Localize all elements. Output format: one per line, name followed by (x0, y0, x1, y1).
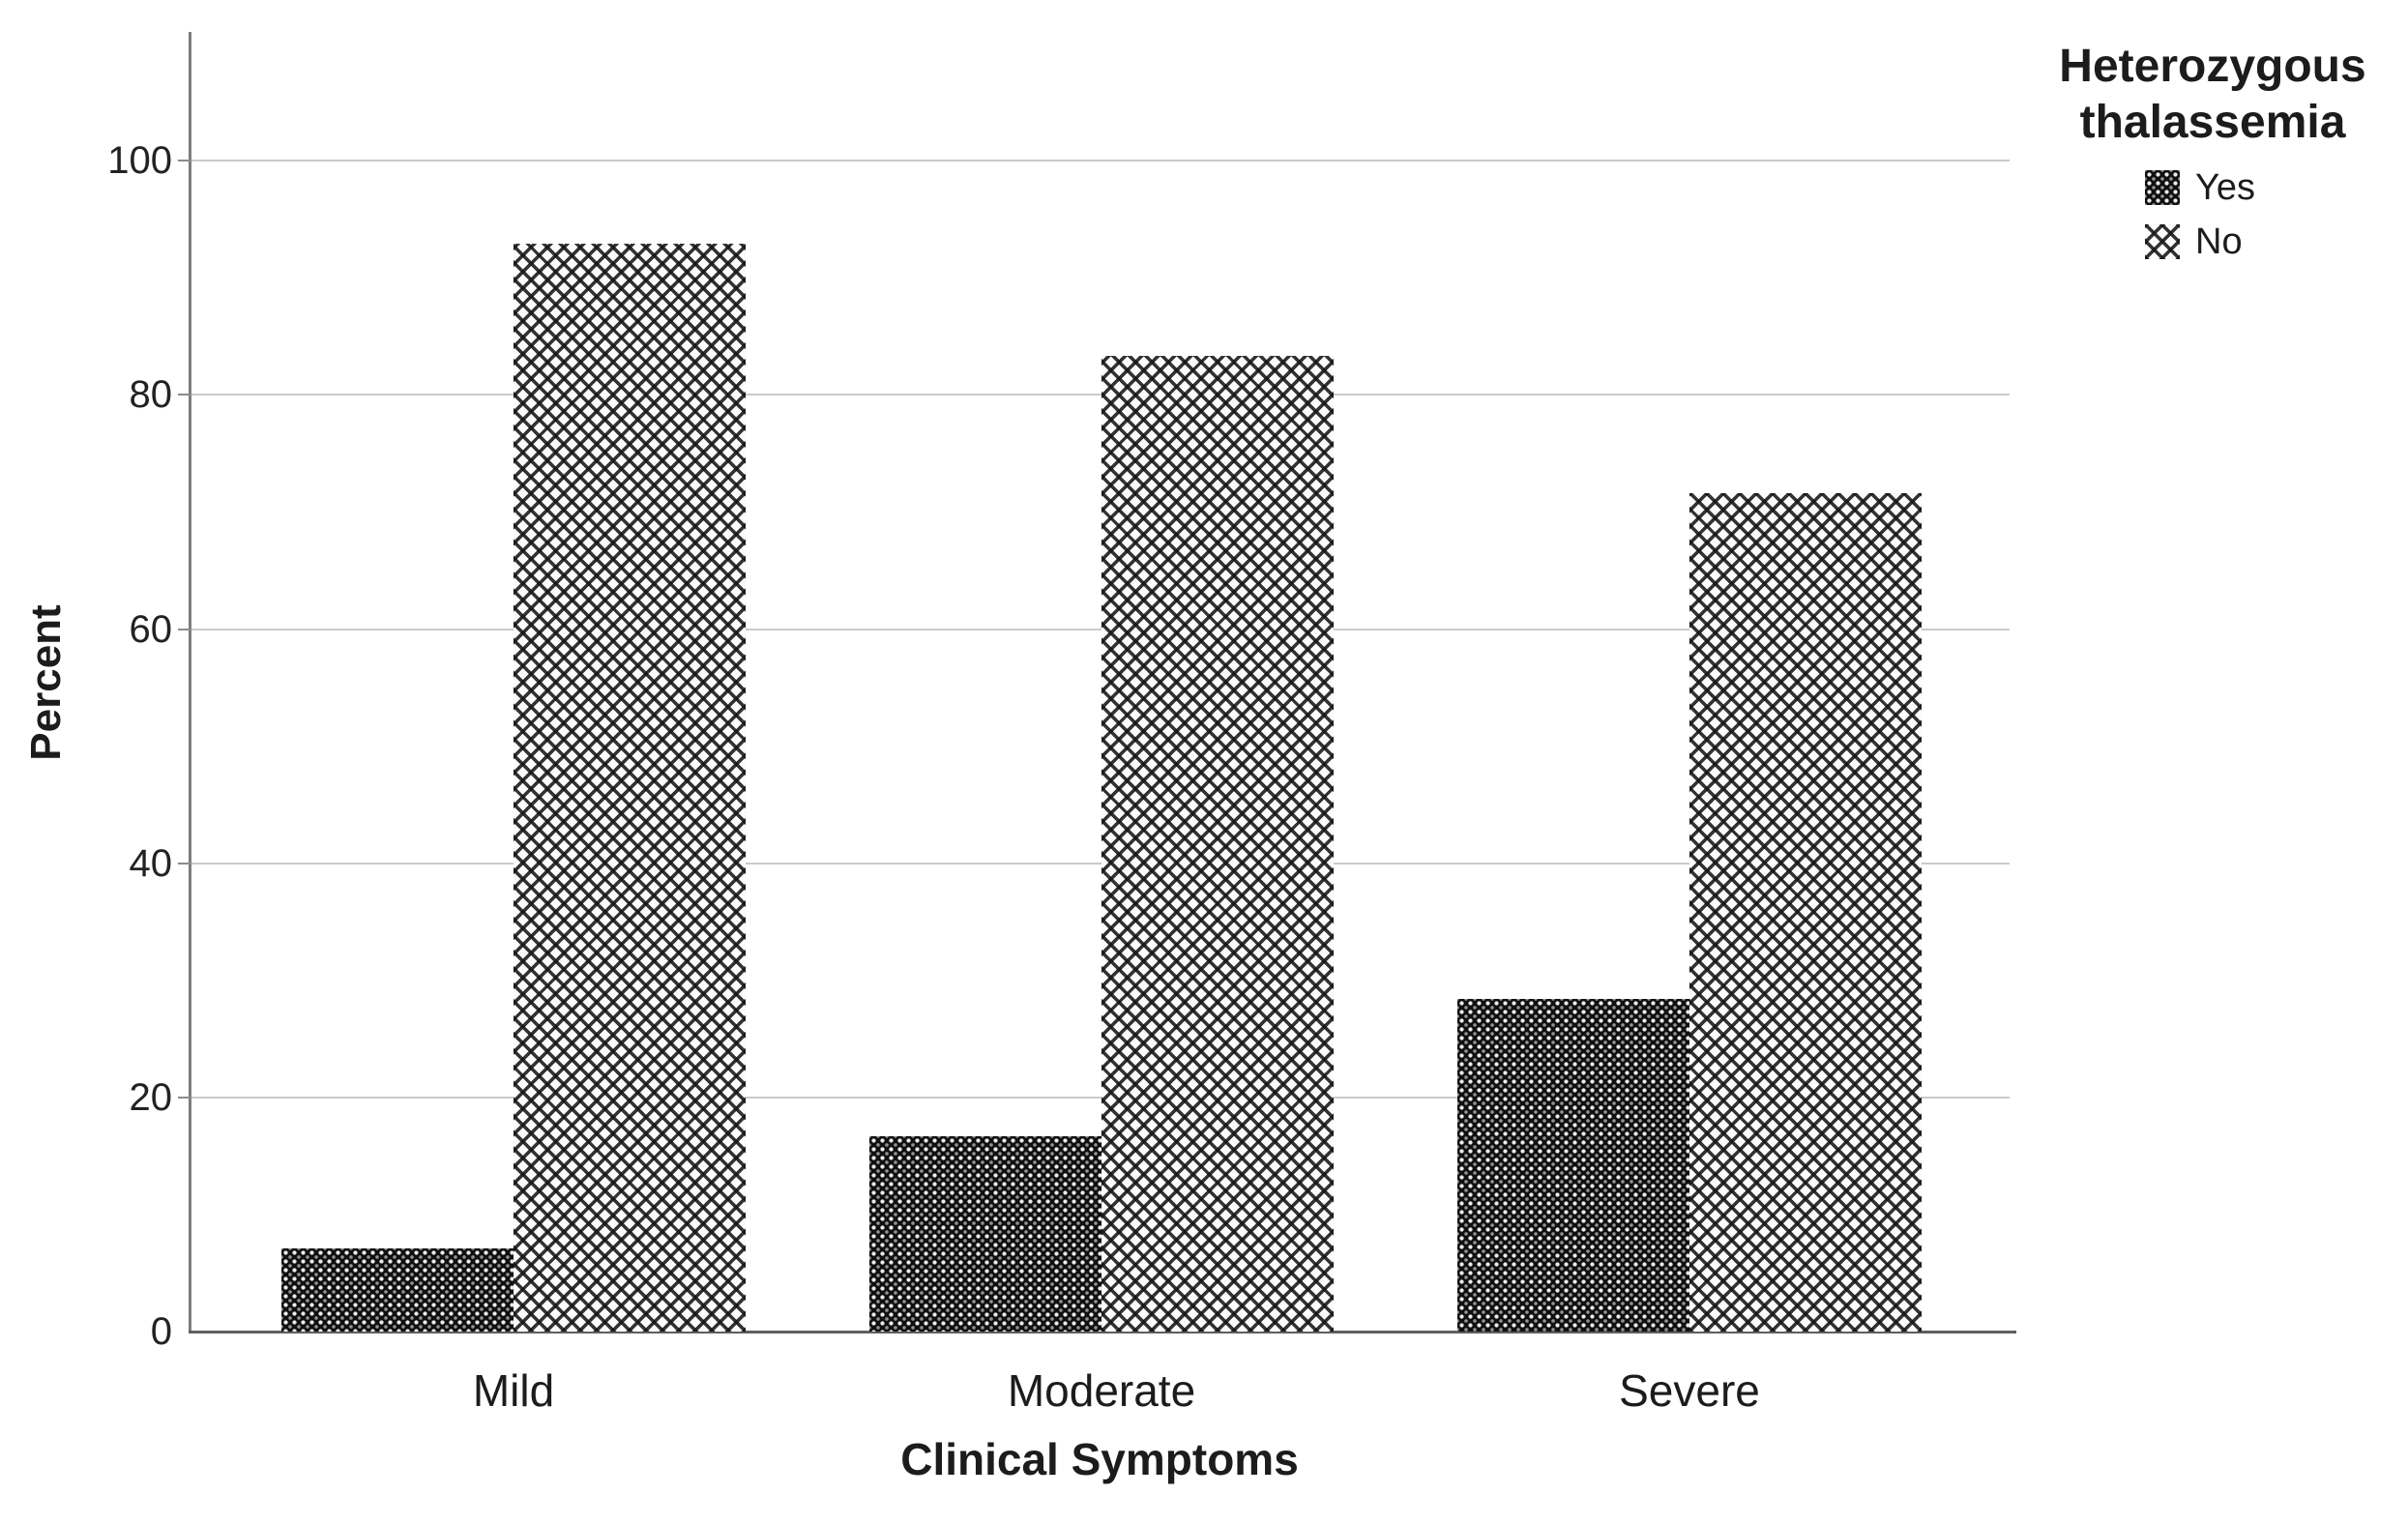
ytick-label-40: 40 (129, 841, 173, 885)
bar-mild-yes (281, 1248, 514, 1332)
gridline-20 (191, 1096, 2010, 1099)
y-axis-line (189, 32, 191, 1334)
y-tick-80 (178, 394, 191, 396)
ytick-label-80: 80 (129, 373, 173, 417)
legend: Heterozygous thalassemia Yes No (2019, 39, 2406, 277)
legend-row-yes: Yes (2145, 168, 2406, 207)
gridline-80 (191, 394, 2010, 396)
y-tick-60 (178, 628, 191, 630)
legend-entries: Yes No (2145, 168, 2406, 261)
category-label-mild: Mild (472, 1365, 555, 1416)
legend-row-no: No (2145, 222, 2406, 261)
legend-title: Heterozygous thalassemia (2059, 41, 2366, 148)
ytick-label-20: 20 (129, 1075, 173, 1119)
gridline-100 (191, 160, 2010, 162)
legend-label-no: No (2195, 221, 2243, 262)
legend-label-yes: Yes (2195, 167, 2255, 208)
legend-swatch-no-icon (2145, 224, 2180, 259)
y-axis-title: Percent (22, 604, 70, 761)
bar-mild-no (514, 244, 746, 1332)
y-tick-20 (178, 1096, 191, 1099)
bar-moderate-no (1101, 356, 1334, 1332)
ytick-label-60: 60 (129, 607, 173, 651)
bar-severe-yes (1457, 999, 1689, 1332)
x-axis-title: Clinical Symptoms (900, 1434, 1299, 1484)
y-tick-100 (178, 160, 191, 162)
bar-severe-no (1689, 493, 1922, 1332)
legend-swatch-yes-icon (2145, 170, 2180, 205)
y-tick-40 (178, 862, 191, 865)
x-axis-line (189, 1331, 2016, 1334)
gridline-60 (191, 628, 2010, 630)
category-label-severe: Severe (1619, 1365, 1760, 1416)
ytick-label-100: 100 (107, 139, 172, 183)
ytick-label-0: 0 (150, 1310, 172, 1353)
gridline-40 (191, 862, 2010, 865)
bar-moderate-yes (869, 1135, 1101, 1332)
category-label-moderate: Moderate (1007, 1365, 1196, 1416)
